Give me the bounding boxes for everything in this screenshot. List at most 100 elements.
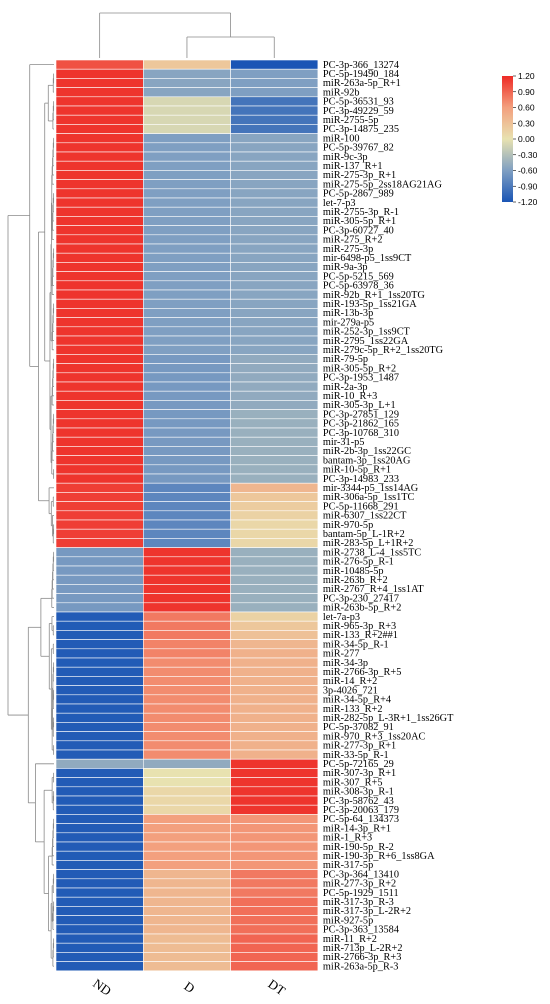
heatmap-cell: [143, 262, 231, 272]
row-label: miR-713p_L-2R+2: [323, 943, 403, 954]
heatmap-cell: [143, 427, 231, 438]
row-label: mir-279a-p5: [323, 317, 374, 328]
heatmap-cell: [143, 804, 231, 815]
heatmap-cell: [143, 409, 231, 420]
row-label: PC-3p-14875_235: [323, 124, 399, 135]
heatmap-cell: [143, 372, 231, 383]
heatmap-cell: [55, 344, 144, 355]
heatmap-cell: [230, 381, 319, 392]
heatmap-cell: [143, 96, 231, 107]
heatmap-cell: [55, 372, 144, 383]
heatmap-cell: [143, 648, 231, 659]
row-label: miR-34-5p_R+4: [323, 695, 391, 706]
heatmap-cell: [55, 464, 144, 475]
row-label: PC-3p-21862_165: [323, 419, 399, 430]
heatmap-cell: [143, 151, 231, 162]
heatmap-cell: [55, 758, 144, 769]
row-label: miR-283-5p_L+1R+2: [323, 538, 414, 549]
heatmap-cell: [55, 850, 144, 861]
heatmap-cell: [230, 878, 319, 889]
heatmap-cell: [230, 556, 319, 567]
heatmap-cell: [230, 436, 319, 447]
heatmap-cell: [55, 188, 144, 199]
heatmap-cell: [55, 436, 144, 447]
heatmap-cell: [230, 298, 319, 309]
row-label: miR-190-5p_R-2: [323, 842, 394, 853]
heatmap-cell: [230, 510, 319, 521]
heatmap-cell: [143, 216, 231, 226]
row-label: miR-277-3p_R+2: [323, 879, 396, 890]
heatmap-cell: [230, 786, 319, 797]
row-label: miR-14_R+2: [323, 676, 377, 687]
heatmap-cell: [230, 915, 319, 926]
heatmap-cell: [143, 814, 231, 824]
heatmap-cell: [143, 722, 231, 732]
heatmap-cell: [143, 188, 231, 199]
row-label: miR-263a-5p_R-3: [323, 961, 399, 972]
heatmap-cell: [55, 501, 144, 512]
heatmap-cell: [143, 703, 231, 714]
heatmap-cell: [230, 887, 319, 898]
heatmap-cell: [143, 795, 231, 806]
row-label: miR-10485-5p: [323, 566, 384, 577]
heatmap-cell: [230, 252, 319, 263]
heatmap-cell: [143, 197, 231, 208]
heatmap-cell: [143, 418, 231, 429]
heatmap-cell: [230, 142, 319, 153]
heatmap-cell: [143, 160, 231, 171]
color-legend: 1.20 0.90 0.60 0.30 0.00 -0.30 -0.60 -0.90 -1.20: [502, 71, 538, 207]
heatmap-cell: [143, 482, 231, 493]
heatmap-cell: [55, 924, 144, 935]
row-label: miR-13b-3p: [323, 308, 373, 319]
heatmap-cell: [55, 308, 144, 318]
heatmap-cell: [143, 620, 231, 631]
heatmap-cell: [55, 814, 144, 824]
row-label: miR-305-3p_L+1: [323, 400, 396, 411]
heatmap-cell: [55, 114, 144, 125]
heatmap-cell: [55, 639, 144, 650]
heatmap-cell: [230, 96, 319, 107]
heatmap-cell: [55, 740, 144, 751]
heatmap-cell: [230, 758, 319, 769]
heatmap-cell: [230, 464, 319, 475]
heatmap-cell: [230, 216, 319, 226]
heatmap-cell: [230, 740, 319, 751]
heatmap-cell: [143, 593, 231, 604]
heatmap-cell: [230, 666, 319, 677]
heatmap-cell: [143, 602, 231, 613]
heatmap-cell: [143, 464, 231, 475]
row-label: miR-33-5p_R-1: [323, 750, 389, 761]
heatmap-cell: [143, 492, 231, 502]
row-label: miR-970-5p: [323, 520, 373, 531]
heatmap-cell: [230, 961, 319, 972]
row-label: PC-3p-20063_179: [323, 805, 399, 816]
heatmap-cell: [230, 317, 319, 328]
legend-tick-label: -1.20: [518, 197, 538, 207]
heatmap-cell: [55, 942, 144, 953]
heatmap-cell: [143, 271, 231, 282]
heatmap-cell: [230, 326, 319, 337]
heatmap-cell: [230, 942, 319, 953]
heatmap-cell: [230, 611, 319, 622]
heatmap-cell: [55, 795, 144, 806]
heatmap-cell: [230, 243, 319, 254]
heatmap-cell: [55, 823, 144, 834]
row-label: PC-5p-1929_1511: [323, 888, 399, 899]
row-label: mir-6498-p5_1ss9CT: [323, 253, 412, 264]
legend-tick-label: 1.20: [518, 71, 535, 81]
legend-tick-label: -0.90: [518, 181, 538, 191]
row-label: miR-276-5p_R-1: [323, 557, 394, 568]
heatmap-cell: [230, 344, 319, 355]
heatmap-cell: [143, 896, 231, 907]
column-labels: ND D DT: [90, 976, 288, 999]
heatmap-cell: [143, 105, 231, 116]
row-label: miR-9c-3p: [323, 152, 368, 163]
heatmap-cell: [55, 630, 144, 640]
heatmap-cell: [55, 593, 144, 604]
heatmap-cell: [55, 271, 144, 282]
row-label: miR-133_R+2: [323, 704, 383, 715]
heatmap-cell: [230, 427, 319, 438]
heatmap-cell: [230, 823, 319, 834]
heatmap-cell: [143, 446, 231, 456]
